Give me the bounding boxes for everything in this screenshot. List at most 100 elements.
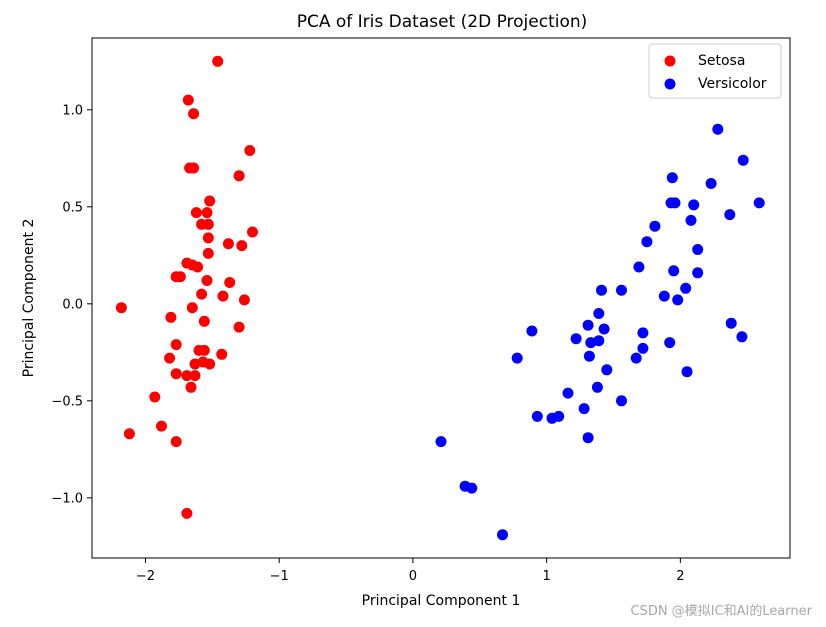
point-setosa-15 xyxy=(236,240,248,252)
point-versicolor-13 xyxy=(633,261,645,273)
chart-title: PCA of Iris Dataset (2D Projection) xyxy=(297,12,588,32)
point-setosa-7 xyxy=(204,195,216,207)
point-setosa-40 xyxy=(170,368,182,380)
point-versicolor-40 xyxy=(616,395,627,407)
point-versicolor-42 xyxy=(531,410,543,422)
point-versicolor-20 xyxy=(672,294,684,306)
point-setosa-46 xyxy=(123,428,135,440)
x-axis-label: Principal Component 1 xyxy=(362,593,521,609)
point-setosa-45 xyxy=(156,420,167,432)
point-versicolor-0 xyxy=(712,123,724,135)
point-setosa-1 xyxy=(182,94,194,106)
point-setosa-3 xyxy=(244,145,256,156)
point-setosa-30 xyxy=(198,315,210,327)
point-versicolor-6 xyxy=(669,197,681,209)
point-setosa-23 xyxy=(224,277,236,288)
point-setosa-19 xyxy=(192,261,204,273)
point-setosa-36 xyxy=(164,352,176,364)
legend-label-versicolor: Versicolor xyxy=(698,76,767,92)
x-axis-ticks: −2 −1 0 1 2 xyxy=(136,558,684,584)
point-versicolor-19 xyxy=(658,290,670,302)
point-versicolor-12 xyxy=(692,244,704,255)
point-versicolor-39 xyxy=(562,387,574,399)
y-tick-label: −0.5 xyxy=(51,394,83,409)
point-versicolor-41 xyxy=(578,403,590,415)
point-setosa-0 xyxy=(212,55,224,67)
legend-marker-setosa xyxy=(664,55,676,67)
point-versicolor-30 xyxy=(637,342,649,354)
x-tick-label: 1 xyxy=(542,569,550,584)
point-setosa-22 xyxy=(201,275,213,286)
point-setosa-38 xyxy=(189,358,201,370)
point-versicolor-3 xyxy=(705,178,717,189)
point-setosa-35 xyxy=(216,348,228,360)
point-versicolor-49 xyxy=(497,529,508,541)
y-tick-label: 0.5 xyxy=(62,200,83,215)
point-versicolor-34 xyxy=(630,352,642,364)
point-versicolor-23 xyxy=(598,323,610,335)
point-versicolor-36 xyxy=(601,364,613,376)
point-versicolor-1 xyxy=(737,154,749,166)
point-versicolor-11 xyxy=(641,236,653,248)
point-setosa-2 xyxy=(188,108,200,120)
point-versicolor-38 xyxy=(591,381,603,393)
point-versicolor-14 xyxy=(668,265,680,277)
point-setosa-24 xyxy=(196,288,208,300)
point-setosa-27 xyxy=(115,302,127,314)
legend-label-setosa: Setosa xyxy=(698,53,745,69)
point-setosa-42 xyxy=(189,370,201,382)
point-versicolor-32 xyxy=(736,331,748,343)
point-versicolor-10 xyxy=(649,220,661,232)
point-setosa-29 xyxy=(165,311,177,323)
legend: Setosa Versicolor xyxy=(648,43,782,99)
point-setosa-13 xyxy=(247,226,258,238)
point-versicolor-2 xyxy=(666,172,678,184)
x-tick-label: −2 xyxy=(136,569,155,584)
point-versicolor-45 xyxy=(582,432,594,444)
point-setosa-14 xyxy=(222,238,234,250)
point-setosa-8 xyxy=(190,207,202,219)
point-versicolor-44 xyxy=(546,412,558,424)
y-axis-ticks: −1.0 −0.5 0.0 0.5 1.0 xyxy=(51,103,92,506)
data-points xyxy=(115,55,765,541)
point-setosa-28 xyxy=(186,302,198,314)
y-axis-label: Principal Component 2 xyxy=(21,219,37,378)
point-setosa-44 xyxy=(149,391,161,403)
point-versicolor-28 xyxy=(585,337,597,349)
point-setosa-31 xyxy=(233,321,245,333)
point-versicolor-9 xyxy=(685,214,697,226)
point-versicolor-21 xyxy=(593,308,605,319)
point-setosa-16 xyxy=(202,247,214,259)
x-tick-label: 0 xyxy=(409,569,417,584)
y-tick-label: 0.0 xyxy=(62,297,83,312)
point-setosa-12 xyxy=(202,232,214,244)
point-versicolor-48 xyxy=(466,482,478,494)
point-versicolor-8 xyxy=(724,209,736,221)
point-setosa-47 xyxy=(170,436,182,448)
point-versicolor-18 xyxy=(616,284,627,296)
point-versicolor-15 xyxy=(692,267,704,279)
point-setosa-43 xyxy=(185,381,197,393)
point-setosa-48 xyxy=(181,507,193,519)
point-setosa-41 xyxy=(181,370,193,382)
point-versicolor-37 xyxy=(681,366,693,378)
point-versicolor-35 xyxy=(511,352,523,364)
point-setosa-25 xyxy=(217,290,229,302)
y-tick-label: −1.0 xyxy=(51,491,83,506)
point-setosa-11 xyxy=(202,218,214,230)
point-versicolor-25 xyxy=(637,327,649,339)
point-setosa-6 xyxy=(233,170,245,182)
point-versicolor-31 xyxy=(725,317,737,329)
point-versicolor-33 xyxy=(583,350,595,362)
point-setosa-26 xyxy=(238,294,250,306)
legend-marker-versicolor xyxy=(664,78,676,90)
point-versicolor-26 xyxy=(570,333,582,345)
point-versicolor-17 xyxy=(596,284,607,296)
point-versicolor-4 xyxy=(753,197,765,209)
x-tick-label: −1 xyxy=(270,569,289,584)
point-setosa-5 xyxy=(188,162,200,174)
x-tick-label: 2 xyxy=(676,569,684,584)
point-versicolor-46 xyxy=(435,436,447,448)
point-versicolor-22 xyxy=(582,319,594,331)
